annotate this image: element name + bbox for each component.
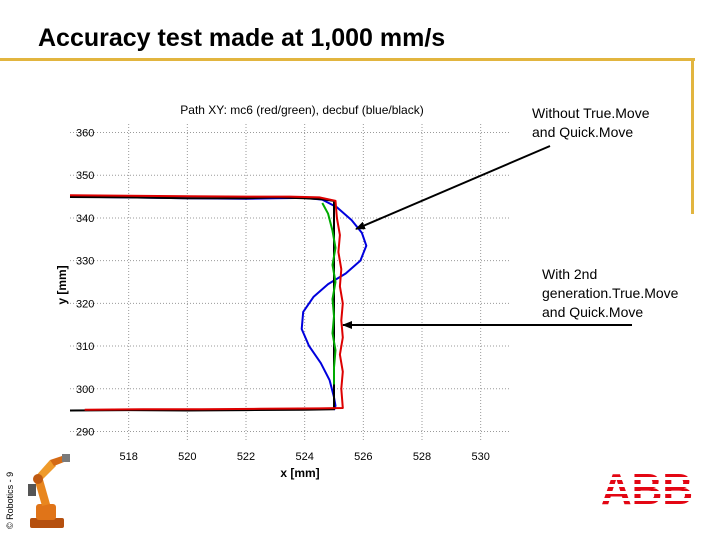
x-tick-label: 520: [178, 451, 196, 463]
y-tick-label: 330: [76, 256, 94, 268]
annotation-2-line-2: generation.True.Move: [542, 285, 679, 301]
x-tick-label: 524: [295, 451, 313, 463]
annotation-1-line-2: and Quick.Move: [532, 124, 634, 140]
annotation-arrow-1: [355, 145, 551, 230]
chart-grid: [70, 124, 510, 440]
frame-top-line: [0, 58, 695, 61]
y-tick-label: 350: [76, 170, 94, 182]
y-tick-label: 340: [76, 213, 94, 225]
industrial-robot-icon: [28, 454, 70, 528]
annotation-1-line-1: Without True.Move: [532, 105, 650, 121]
frame-right-line: [691, 58, 694, 214]
series-line-1: [69, 195, 368, 411]
x-tick-label: 522: [237, 451, 255, 463]
y-tick-label: 360: [76, 128, 94, 140]
annotation-2-line-1: With 2nd: [542, 266, 598, 282]
x-tick-label: 528: [413, 451, 431, 463]
chart-title: Path XY: mc6 (red/green), decbuf (blue/b…: [180, 103, 423, 117]
x-tick-label: 530: [471, 451, 489, 463]
y-tick-label: 320: [76, 298, 94, 310]
annotation-2-line-3: and Quick.Move: [542, 304, 644, 320]
y-tick-label: 310: [76, 341, 94, 353]
annotation-without-truemove: Without True.Move and Quick.Move: [532, 104, 692, 142]
y-axis-label: y [mm]: [55, 265, 69, 304]
abb-logo: ABB: [600, 470, 694, 506]
series-line-4: [321, 202, 337, 385]
x-tick-label: 526: [354, 451, 372, 463]
x-axis-label: x [mm]: [280, 466, 319, 480]
series-line-2: [69, 196, 335, 412]
y-tick-label: 290: [76, 426, 94, 438]
slide-title: Accuracy test made at 1,000 mm/s: [38, 24, 446, 52]
series-line-3: [69, 194, 344, 411]
chart-tick-labels: 518 520 522 524 526 528 530 290 300 310 320 330 340 3…: [76, 128, 490, 463]
y-tick-label: 300: [76, 384, 94, 396]
annotation-with-truemove: With 2nd generation.True.Move and Quick.…: [542, 265, 702, 322]
chart-series-group: [69, 194, 368, 412]
x-tick-label: 518: [119, 451, 137, 463]
